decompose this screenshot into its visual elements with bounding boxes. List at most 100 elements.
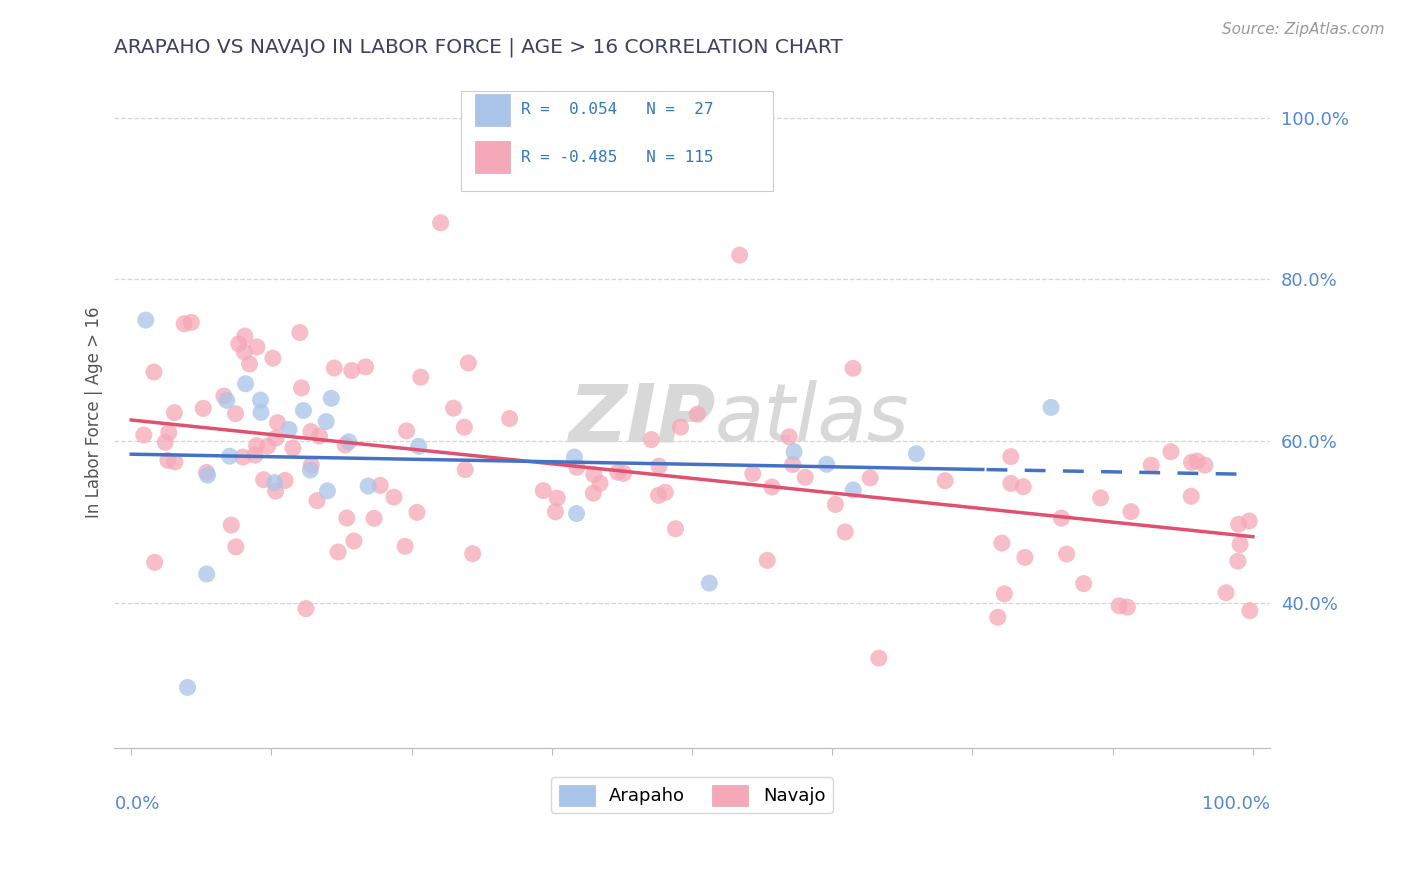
Point (1239, 514, 1261, 528)
Text: ZIP: ZIP (568, 380, 716, 458)
Point (246, 340, 269, 354)
Point (249, 392, 271, 407)
Point (264, 484, 287, 499)
Point (238, 357, 260, 371)
Point (669, 420, 692, 434)
Point (1239, 604, 1261, 618)
Point (1229, 537, 1251, 551)
Point (195, 566, 218, 581)
Point (326, 545, 349, 559)
Point (1090, 491, 1112, 505)
Point (1140, 458, 1163, 473)
Point (274, 474, 297, 488)
Text: 0.0%: 0.0% (114, 795, 160, 813)
Point (991, 536, 1014, 550)
Point (155, 435, 177, 450)
Point (225, 540, 247, 554)
Point (1050, 511, 1073, 525)
Point (1000, 450, 1022, 464)
Point (228, 336, 250, 351)
Point (335, 438, 357, 452)
Point (395, 424, 418, 438)
Point (782, 458, 804, 472)
Point (264, 431, 287, 445)
Point (225, 407, 247, 421)
Point (290, 381, 312, 395)
Point (1226, 554, 1249, 568)
Point (783, 445, 806, 459)
Point (461, 547, 484, 561)
Point (531, 483, 554, 498)
Point (443, 401, 465, 416)
Point (1056, 547, 1078, 561)
Point (263, 475, 285, 490)
Point (266, 416, 288, 430)
Point (1227, 517, 1250, 532)
Point (408, 439, 430, 453)
Point (582, 486, 605, 500)
Point (316, 483, 339, 498)
Point (295, 601, 318, 615)
Point (498, 411, 520, 425)
Point (357, 479, 380, 493)
Point (905, 447, 928, 461)
Point (761, 480, 783, 494)
Text: 100.0%: 100.0% (1202, 795, 1270, 813)
Point (176, 681, 198, 695)
Point (246, 438, 269, 452)
Point (262, 351, 284, 366)
Point (1180, 489, 1202, 503)
Point (741, 467, 763, 481)
Point (305, 493, 328, 508)
Legend: Arapaho, Navajo: Arapaho, Navajo (551, 778, 832, 813)
Y-axis label: In Labor Force | Age > 16: In Labor Force | Age > 16 (86, 307, 103, 518)
Point (292, 403, 315, 417)
Point (233, 345, 256, 359)
Point (299, 425, 322, 439)
Point (453, 420, 475, 434)
Point (613, 467, 636, 481)
Point (429, 216, 451, 230)
Point (157, 425, 180, 440)
Point (564, 450, 586, 464)
Point (409, 370, 432, 384)
Point (1116, 600, 1139, 615)
Bar (475, 141, 509, 173)
Point (987, 610, 1010, 624)
Point (337, 434, 360, 449)
Text: atlas: atlas (716, 380, 910, 458)
Point (156, 453, 179, 467)
Point (728, 248, 751, 262)
Point (354, 359, 377, 374)
Text: R =  0.054   N =  27: R = 0.054 N = 27 (522, 103, 714, 118)
Text: R = -0.485   N = 115: R = -0.485 N = 115 (522, 150, 714, 165)
Point (606, 465, 628, 479)
Point (252, 473, 274, 487)
Point (815, 458, 838, 472)
Point (1160, 444, 1182, 458)
Point (778, 430, 800, 444)
Point (824, 498, 846, 512)
Point (180, 315, 202, 329)
Point (654, 485, 676, 500)
Point (288, 326, 311, 340)
Point (368, 478, 391, 492)
Point (868, 651, 890, 665)
Point (299, 463, 322, 477)
Point (321, 392, 343, 406)
Point (457, 356, 479, 370)
Bar (475, 94, 509, 126)
Point (664, 522, 686, 536)
Point (218, 449, 240, 463)
Point (219, 518, 242, 533)
Point (1000, 476, 1022, 491)
Point (256, 439, 278, 453)
Point (1108, 599, 1130, 613)
Point (648, 459, 671, 474)
Point (1073, 576, 1095, 591)
Point (1215, 585, 1237, 599)
Point (308, 429, 330, 443)
Point (233, 329, 256, 343)
Point (1185, 454, 1208, 468)
Point (382, 490, 405, 504)
